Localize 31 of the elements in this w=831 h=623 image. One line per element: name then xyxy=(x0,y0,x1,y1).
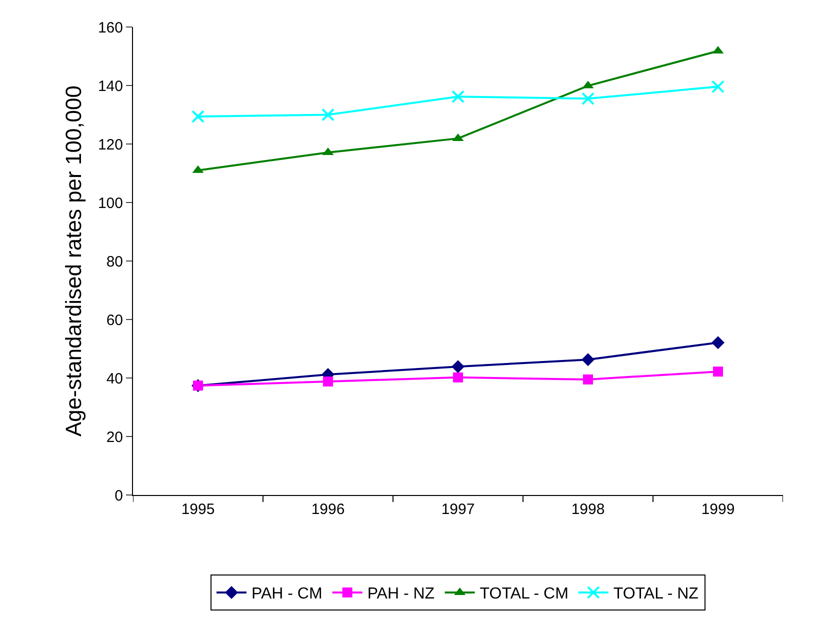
y-tick-label: 60 xyxy=(106,312,123,329)
legend-label: TOTAL - NZ xyxy=(613,586,699,603)
point xyxy=(452,360,464,374)
point xyxy=(712,80,724,94)
point xyxy=(322,108,334,122)
point xyxy=(713,366,723,377)
legend-label: TOTAL - CM xyxy=(480,586,568,603)
y-tick-label: 80 xyxy=(106,253,123,270)
y-tick-label: 120 xyxy=(98,136,123,154)
point xyxy=(582,353,594,366)
y-tick-label: 0 xyxy=(114,487,123,504)
point xyxy=(712,336,724,350)
x-tick-label: 1997 xyxy=(441,501,475,518)
legend-label: PAH - CM xyxy=(252,586,322,603)
x-tick-label: 1996 xyxy=(311,501,345,518)
x-tick-label: 1999 xyxy=(701,501,735,518)
y-axis-title: Age-standardised rates per 100,000 xyxy=(60,85,86,437)
point xyxy=(452,90,464,104)
point xyxy=(323,376,333,387)
x-tick-label: 1998 xyxy=(571,501,605,518)
y-tick-label: 140 xyxy=(98,78,123,95)
x-tick-label: 1995 xyxy=(181,501,215,518)
point xyxy=(583,374,593,384)
point xyxy=(453,372,463,382)
y-tick-label: 160 xyxy=(98,19,123,36)
legend-label: PAH - NZ xyxy=(367,586,435,603)
point xyxy=(192,110,204,124)
point xyxy=(582,92,594,106)
y-tick-label: 100 xyxy=(98,194,123,212)
y-tick-label: 20 xyxy=(106,428,123,446)
y-tick-label: 40 xyxy=(106,370,123,388)
